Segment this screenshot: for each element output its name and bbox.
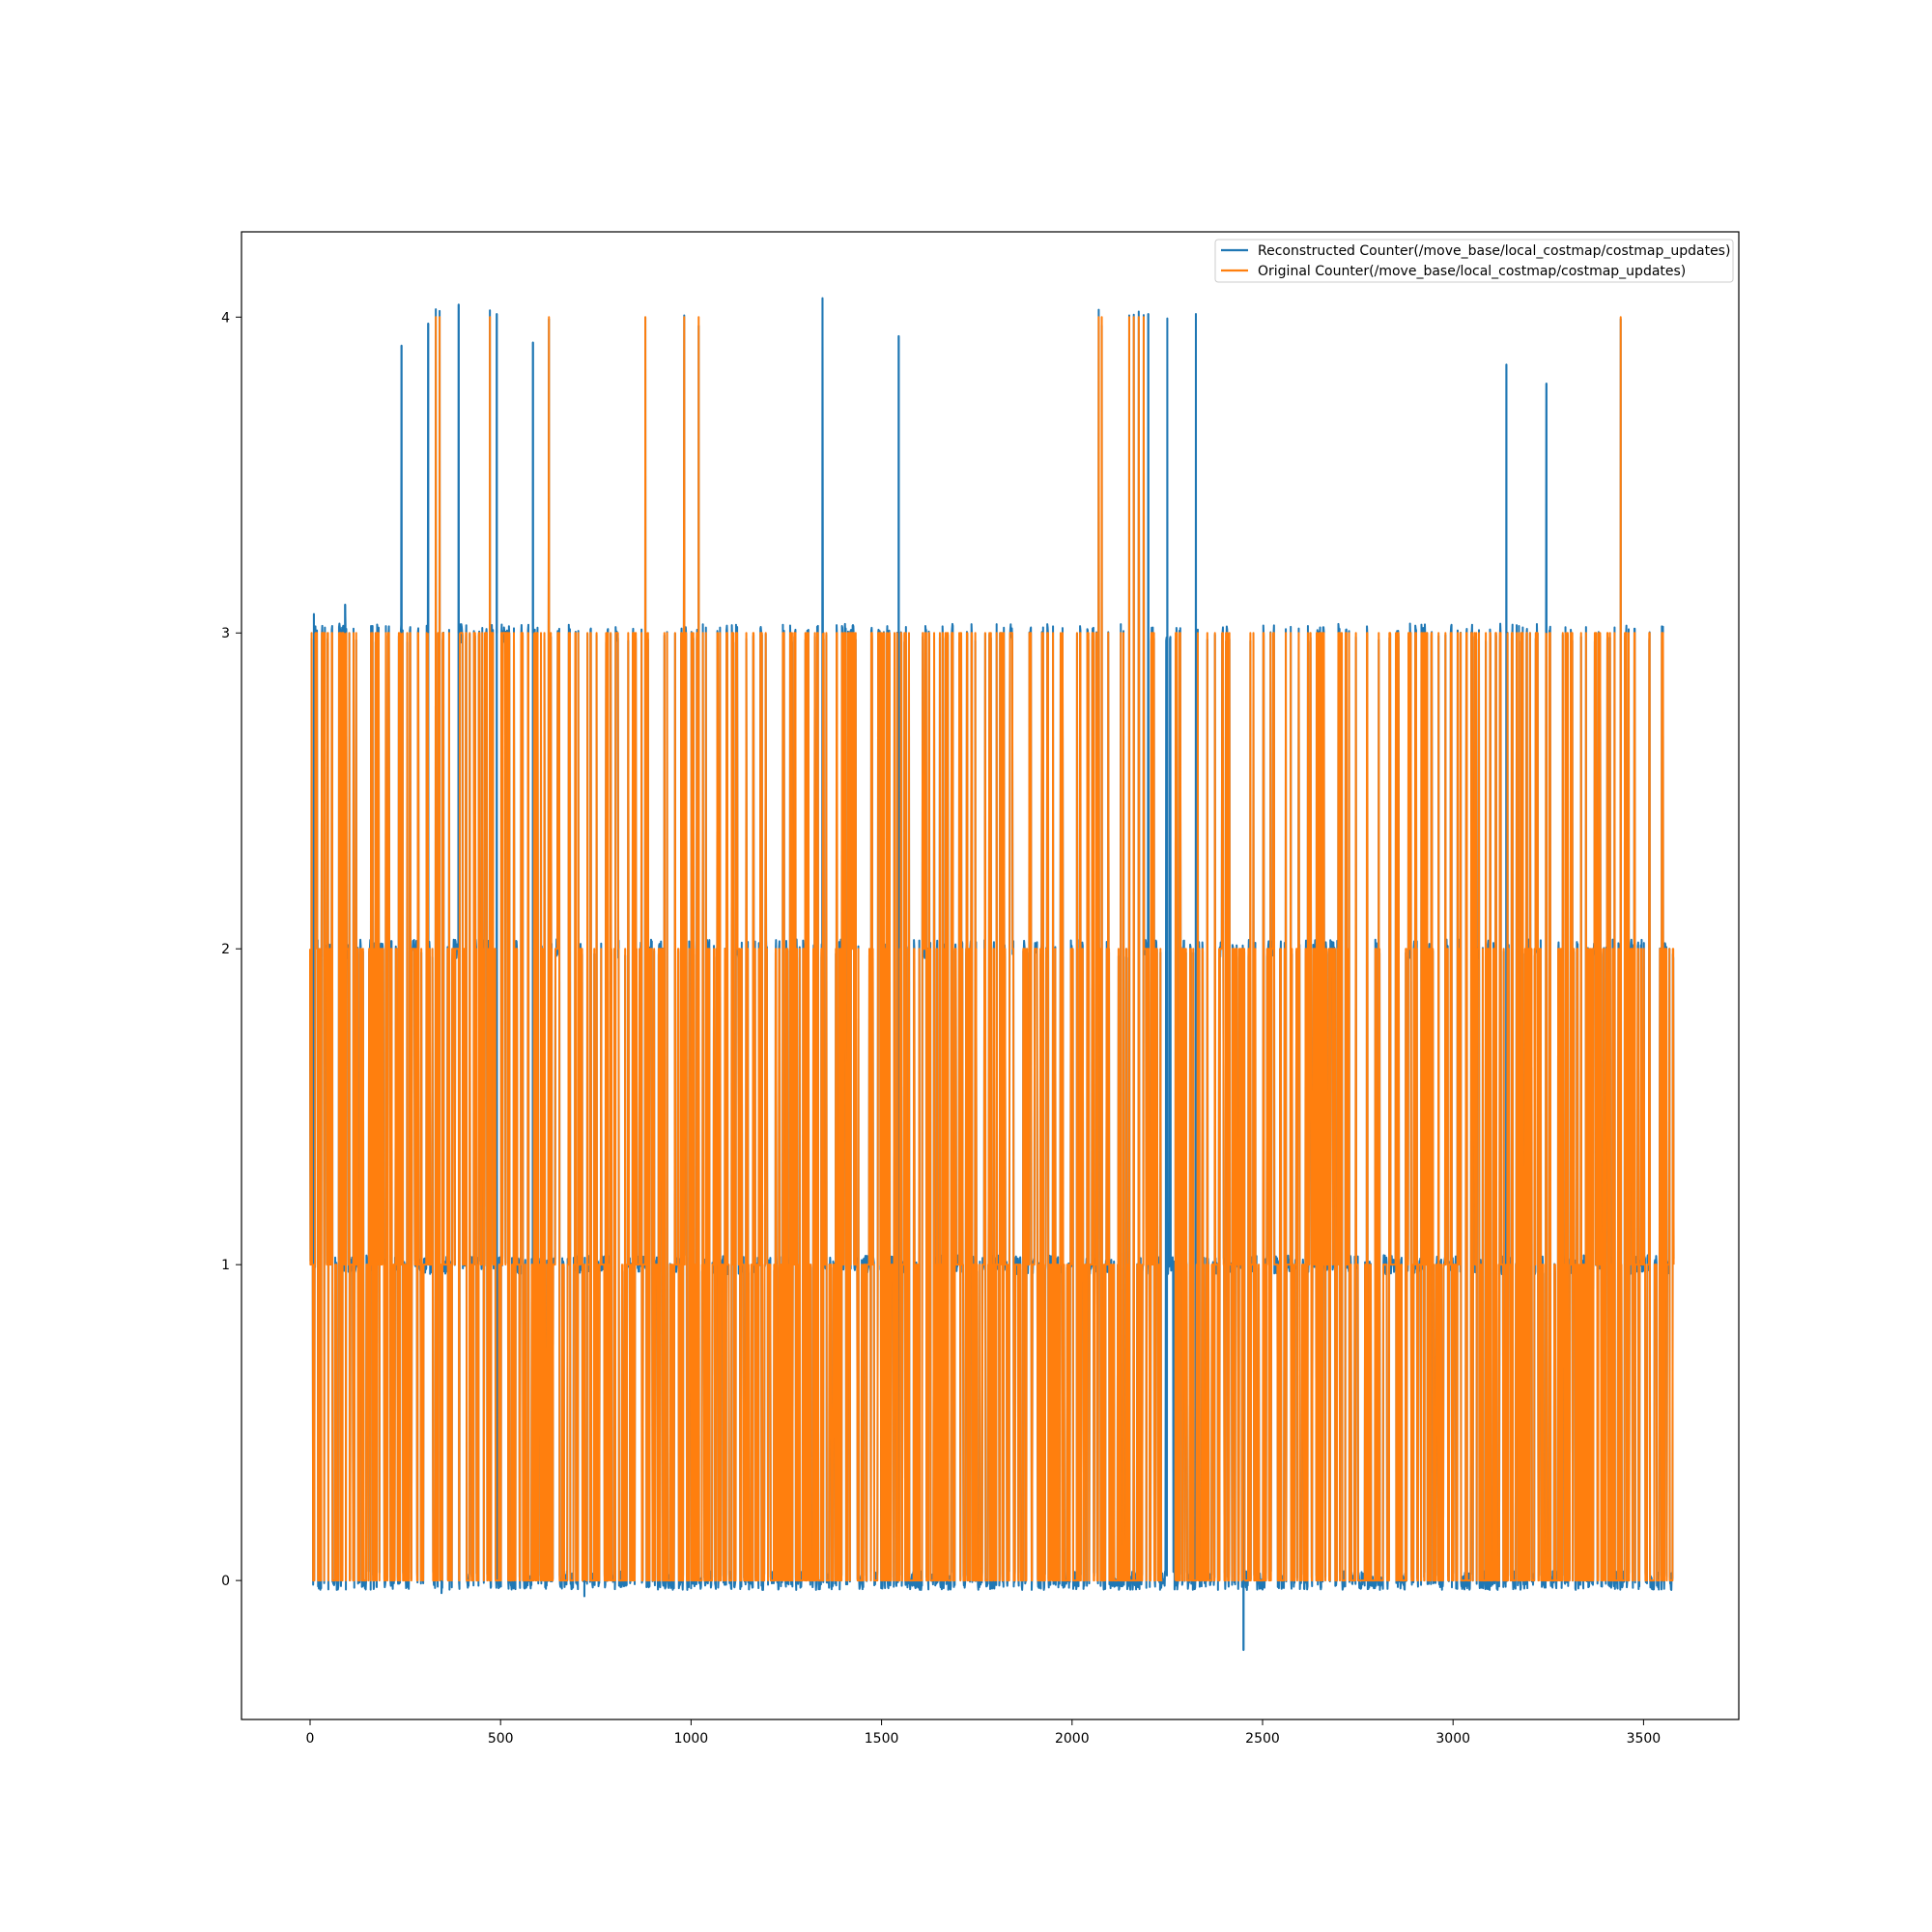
x-tick-label: 3500 [1627,1731,1662,1747]
legend: Reconstructed Counter(/move_base/local_c… [1214,239,1734,283]
legend-frame [1214,239,1734,283]
x-tick-label: 0 [306,1731,315,1747]
x-tick-label: 1500 [865,1731,899,1747]
x-tick-label: 2000 [1055,1731,1090,1747]
axes-frame [241,231,1740,1720]
x-axis-ticks: 0 500 1000 1500 2000 2500 3000 3500 [306,1719,1662,1747]
y-tick-label: 4 [221,310,230,326]
legend-label-original: Original Counter(/move_base/local_costma… [1258,264,1686,279]
series-line-original [308,316,1675,1582]
y-tick-label: 0 [221,1574,230,1589]
x-tick-label: 2500 [1245,1731,1280,1747]
y-tick-label: 2 [221,942,230,957]
y-tick-label: 3 [221,626,230,641]
series-layer [308,297,1675,1652]
x-tick-label: 500 [488,1731,514,1747]
x-tick-label: 3000 [1435,1731,1470,1747]
x-tick-label: 1000 [674,1731,709,1747]
y-tick-label: 1 [221,1258,230,1273]
y-axis-ticks: 0 1 2 3 4 [221,310,242,1589]
legend-label-reconstructed: Reconstructed Counter(/move_base/local_c… [1258,243,1730,259]
